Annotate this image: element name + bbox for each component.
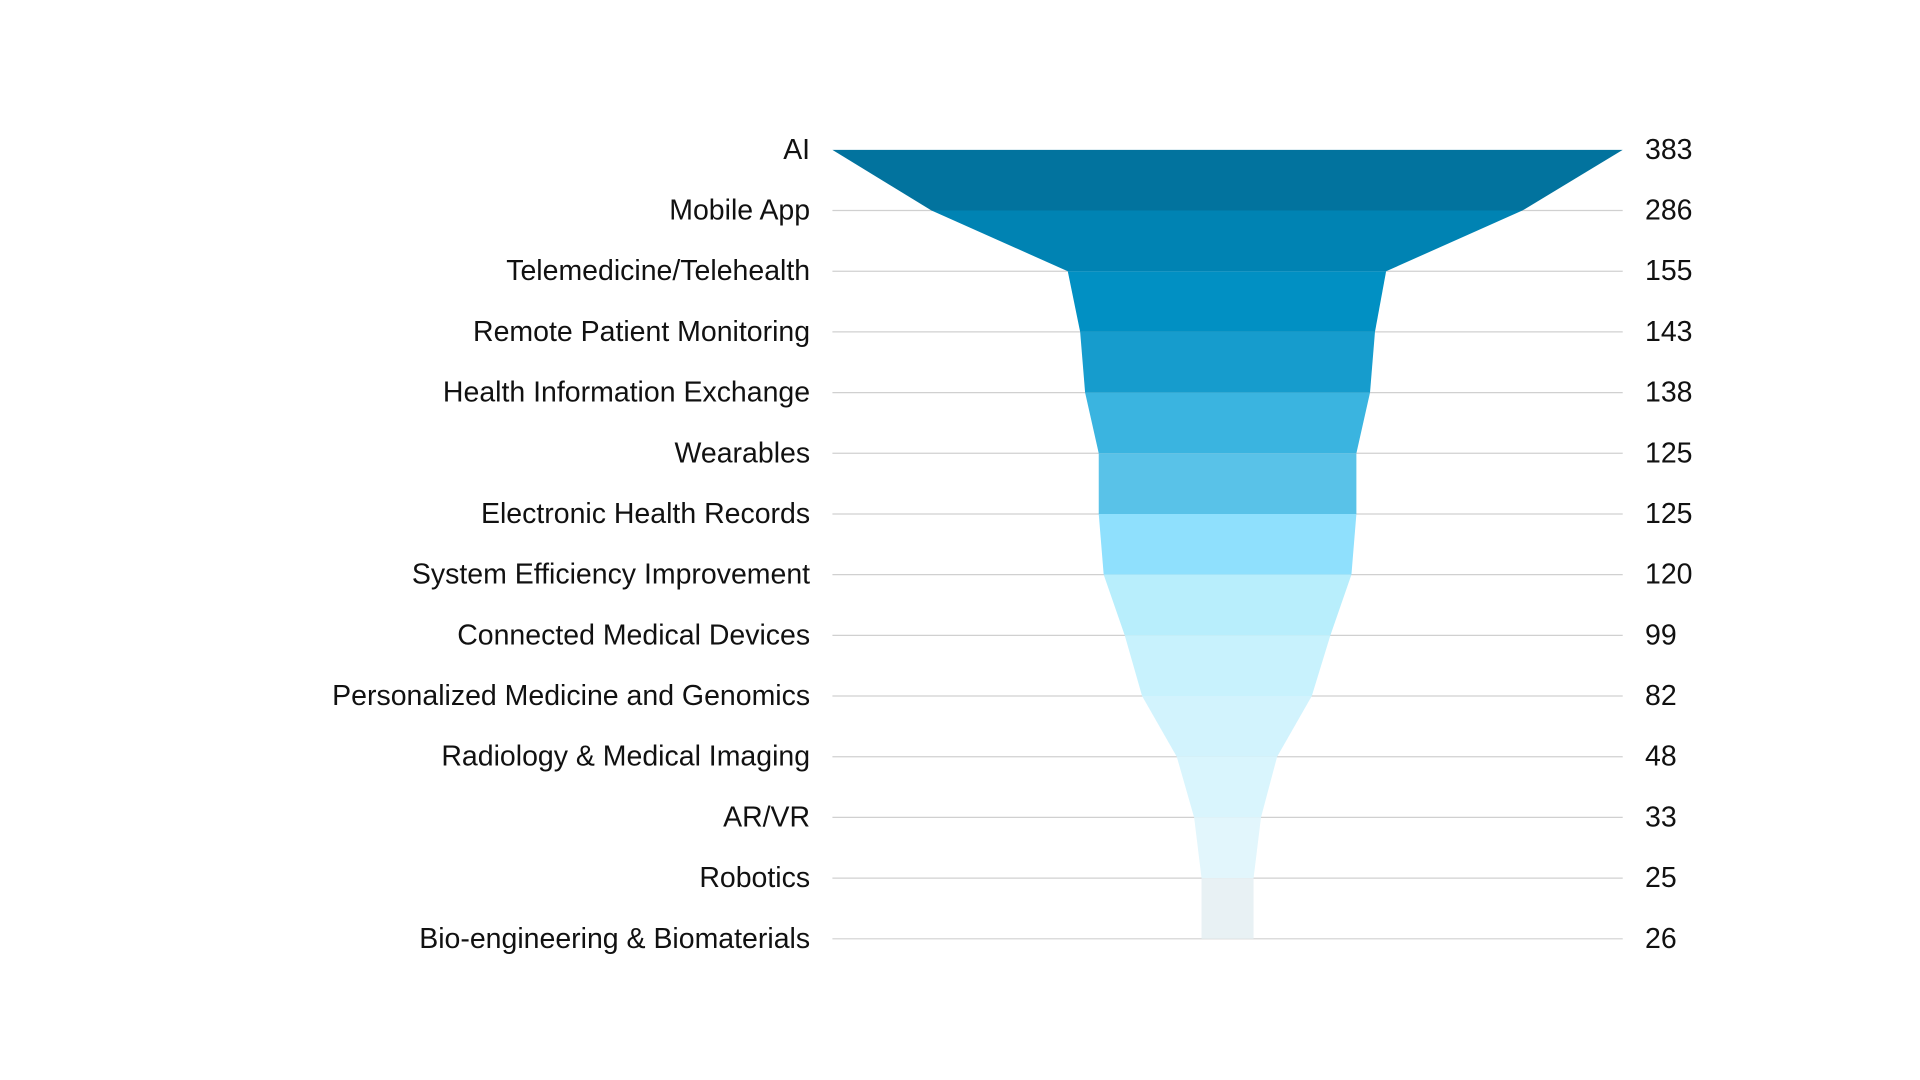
category-label: Robotics <box>699 862 810 894</box>
value-label: 48 <box>1645 741 1677 773</box>
value-label: 155 <box>1645 255 1693 287</box>
value-label: 33 <box>1645 801 1677 833</box>
value-label: 120 <box>1645 559 1693 591</box>
value-label: 383 <box>1645 134 1693 166</box>
value-label: 82 <box>1645 680 1677 712</box>
value-label: 125 <box>1645 437 1693 469</box>
funnel-segment <box>1201 878 1254 939</box>
category-labels: AI Mobile App Telemedicine/Telehealth Remot… <box>332 134 810 955</box>
category-label: AI <box>783 134 810 166</box>
category-label: Connected Medical Devices <box>457 619 810 651</box>
funnel-segment <box>1085 392 1371 454</box>
funnel-segment <box>1103 574 1352 636</box>
value-label: 286 <box>1645 195 1693 227</box>
category-label: Remote Patient Monitoring <box>473 316 810 348</box>
funnel-segment <box>1194 817 1262 879</box>
value-label: 25 <box>1645 862 1677 894</box>
category-label: Mobile App <box>669 195 810 227</box>
category-label: Bio-engineering & Biomaterials <box>419 923 810 955</box>
value-label: 99 <box>1645 619 1677 651</box>
funnel-segment <box>1067 271 1387 332</box>
category-label: Electronic Health Records <box>481 498 810 530</box>
funnel-segment <box>1124 635 1331 697</box>
category-label: Radiology & Medical Imaging <box>441 741 810 773</box>
funnel-segment <box>832 149 1623 211</box>
funnel-segment <box>1098 453 1357 514</box>
funnel-segments <box>832 149 1623 939</box>
value-label: 138 <box>1645 377 1693 409</box>
funnel-segment <box>1080 331 1375 393</box>
funnel-segment <box>1142 696 1312 757</box>
funnel-segment <box>931 210 1523 272</box>
category-label: Telemedicine/Telehealth <box>506 255 810 287</box>
category-label: Personalized Medicine and Genomics <box>332 680 810 712</box>
value-label: 125 <box>1645 498 1693 530</box>
category-label: System Efficiency Improvement <box>412 559 810 591</box>
value-labels: 383 286 155 143 138 125 125 120 99 82 48 33 25 26 <box>1645 134 1693 955</box>
category-label: Health Information Exchange <box>443 377 810 409</box>
category-label: Wearables <box>675 437 811 469</box>
funnel-segment <box>1176 756 1278 818</box>
funnel-segment <box>1098 513 1357 575</box>
category-label: AR/VR <box>723 801 810 833</box>
value-label: 143 <box>1645 316 1693 348</box>
value-label: 26 <box>1645 923 1677 955</box>
